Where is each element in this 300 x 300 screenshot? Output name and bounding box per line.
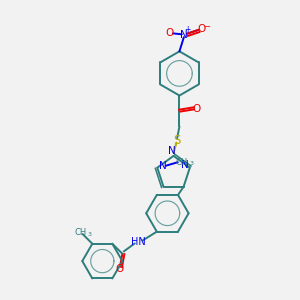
Text: O: O — [165, 28, 174, 38]
Text: 3: 3 — [189, 161, 193, 166]
Text: O: O — [197, 24, 206, 34]
Text: N: N — [180, 30, 188, 40]
Text: HN: HN — [131, 237, 146, 247]
Text: O: O — [192, 104, 200, 114]
Text: S: S — [173, 134, 180, 147]
Text: N: N — [159, 161, 167, 171]
Text: O: O — [115, 264, 124, 274]
Text: N: N — [182, 160, 189, 170]
Text: CH: CH — [176, 158, 188, 167]
Text: CH: CH — [74, 228, 87, 237]
Text: 3: 3 — [88, 232, 92, 237]
Text: N: N — [168, 146, 176, 156]
Text: +: + — [184, 25, 191, 34]
Text: −: − — [203, 22, 210, 31]
